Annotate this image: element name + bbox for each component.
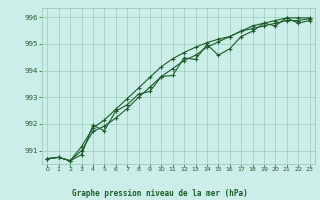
Text: Graphe pression niveau de la mer (hPa): Graphe pression niveau de la mer (hPa) <box>72 189 248 198</box>
